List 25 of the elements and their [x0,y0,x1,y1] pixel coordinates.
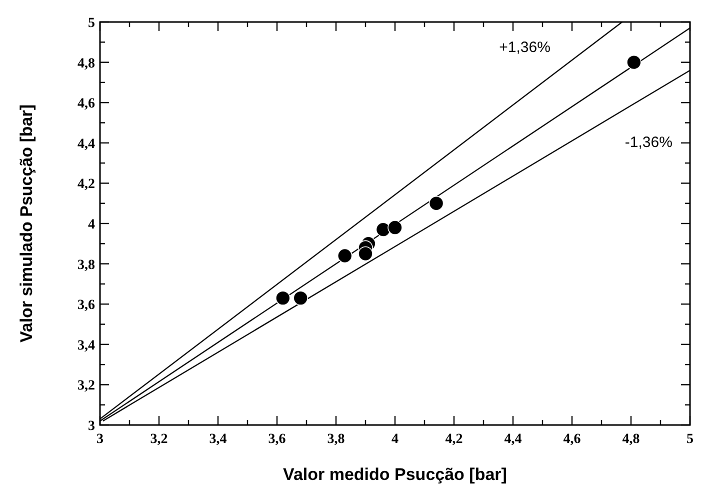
x-tick-label: 4,2 [445,432,463,447]
y-axis-title: Valor simulado Psucção [bar] [17,104,36,343]
y-tick-label: 3,8 [78,258,95,273]
y-tick-label: 5 [88,16,95,31]
x-tick-label: 4,8 [622,432,640,447]
x-axis-title: Valor medido Psucção [bar] [283,465,507,484]
x-tick-label: 3,8 [327,432,345,447]
y-tick-label: 4,6 [78,96,95,112]
y-tick-label: 4 [88,218,95,232]
x-tick-label: 4,4 [504,432,522,447]
x-tick-label: 5 [686,432,694,447]
y-tick-label: 4,2 [78,177,95,192]
x-tick-label: 3,4 [209,432,227,447]
y-tick-label: 3,4 [78,338,95,354]
x-tick-label: 3,2 [150,432,168,447]
x-tick-label: 4 [392,432,398,447]
y-tick-label: 4,8 [78,56,95,72]
y-tick-label: 3,2 [78,378,95,394]
annotation: -1,36% [624,134,672,151]
x-tick-label: 4,6 [563,432,581,447]
y-tick-label: 4,4 [78,136,95,152]
x-tick-label: 3,6 [268,432,286,447]
y-tick-label: 3 [88,419,95,434]
annotation: +1,36% [499,39,550,56]
y-tick-label: 3,6 [78,298,95,314]
